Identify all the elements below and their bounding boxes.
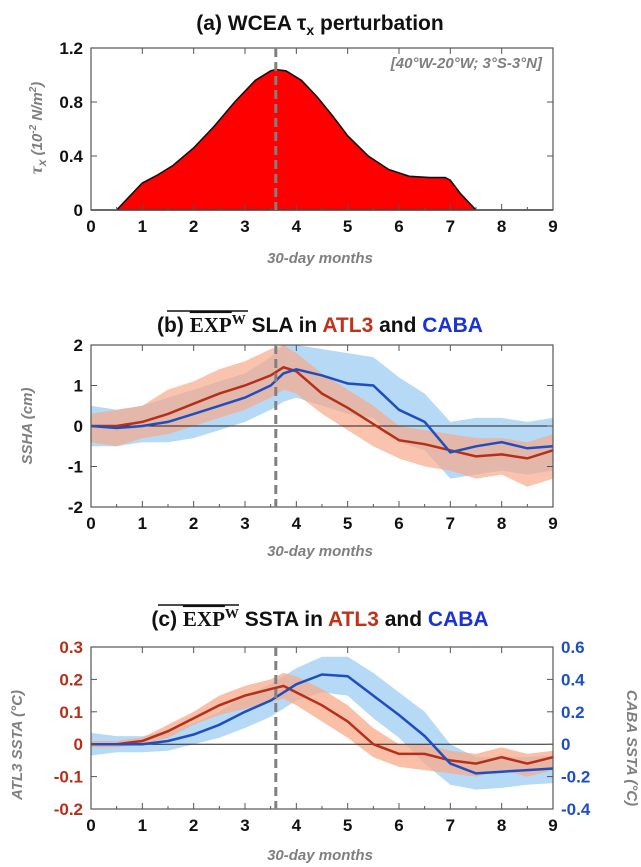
panel-a-ylabel-exp2: 2: [28, 86, 39, 93]
panel-a-ytick-label: 0.4: [59, 147, 83, 166]
panel-b-ytick-label: 1: [74, 377, 83, 396]
panel-b-title-sup: W: [232, 313, 246, 328]
panel-c-plot: 0 1 2 3 4 5 6 7 8 9-0.2-0.100.10.20.3-0.4-0.200.2…: [54, 638, 591, 835]
panel-a-title-main: (a) WCEA τ: [196, 12, 307, 35]
panel-b-atl3-spread-band: [91, 345, 553, 487]
panel-c-title-sup: W: [225, 607, 239, 622]
panel-b-atl3-line: [91, 365, 554, 460]
panel-c-xtick-label: 4: [292, 816, 302, 835]
panel-c-ytick-label-right: -0.4: [561, 800, 591, 819]
panel-a-region-annotation: [40°W-20°W; 3°S-3°N]: [390, 55, 543, 72]
panel-c-xtick-label: 5: [343, 816, 352, 835]
panel-a-xtick-label: 7: [446, 217, 455, 236]
panel-a-xtick-label: 5: [343, 217, 352, 236]
panel-c-xtick-label: 6: [394, 816, 403, 835]
panel-b-caba-line: [90, 368, 554, 454]
panel-c-title-mid: SSTA in: [239, 608, 328, 631]
panel-b-ytick-label: 0: [74, 417, 83, 436]
panel-a-ylabel-exp: -2: [28, 124, 39, 133]
panel-c-atl3-line: [91, 684, 554, 765]
panel-a-xtick-label: 4: [292, 217, 302, 236]
panel-c-xtick-label: 9: [548, 816, 557, 835]
panel-c-xtick-label: 8: [497, 816, 506, 835]
panel-a-xtick-label: 2: [189, 217, 198, 236]
panel-a-ytick-label: 0: [74, 201, 83, 220]
panel-b-title: (b) EXPW SLA in ATL3 and CABA: [157, 313, 483, 337]
panel-c-xtick-label: 7: [446, 816, 455, 835]
panel-c-title-atl3: ATL3: [328, 608, 379, 631]
panel-b: (b) EXPW SLA in ATL3 and CABA 0 1 2 3 4 5 6 7 8 9…: [19, 310, 558, 560]
panel-a-plot: 0 1 2 3 4 5 6 7 8 9 0 0.4 0.8 1.2: [59, 39, 557, 236]
panel-a-ylabel: τx (10-2 N/m2): [26, 82, 49, 175]
panel-c-ytick-label: 0: [74, 735, 83, 754]
panel-b-title-caba: CABA: [422, 314, 483, 337]
panel-c-caba-line: [91, 673, 554, 775]
panel-a-ylabel-close: ): [29, 82, 46, 89]
panel-b-title-mid: SLA in: [246, 314, 323, 337]
panel-c-ytick-label: 0.2: [59, 670, 83, 689]
panel-b-xtick-label: 8: [497, 514, 506, 533]
panel-a-xtick-label: 6: [394, 217, 403, 236]
panel-b-ytick-label: 2: [74, 336, 83, 355]
panel-a-ylabel-sub: x: [35, 158, 49, 167]
panel-a-xtick-label: 8: [497, 217, 506, 236]
panel-b-xtick-label: 7: [446, 514, 455, 533]
panel-a: (a) WCEA τx perturbation 0 1 2 3 4 5 6 7 8 900.40…: [26, 12, 558, 267]
panel-b-title-exp: EXP: [190, 313, 232, 337]
panel-c-ytick-label: -0.2: [54, 800, 83, 819]
panel-c-ytick-label-right: 0.6: [561, 638, 585, 657]
panel-a-xlabel: 30-day months: [267, 250, 373, 267]
panel-c-xtick-label: 3: [240, 816, 249, 835]
panel-a-ytick-label: 1.2: [59, 39, 83, 58]
panel-b-plot: 0 1 2 3 4 5 6 7 8 9 -2 -1 0 1 2: [68, 336, 558, 533]
panel-a-ytick-label: 0.8: [59, 93, 83, 112]
panel-c-ylabel-right: CABA SSTA (°C): [623, 690, 640, 806]
panel-c-ytick-label: 0.3: [59, 638, 83, 657]
panel-c-title-prefix: (c): [151, 608, 183, 631]
panel-b-title-prefix: (b): [157, 314, 190, 337]
panel-c-title-exp: EXP: [183, 607, 225, 631]
panel-a-title: (a) WCEA τx perturbation: [196, 12, 443, 38]
panel-c-title-and: and: [379, 608, 428, 631]
panel-b-xtick-label: 6: [394, 514, 403, 533]
panel-b-xtick-label: 3: [240, 514, 249, 533]
panel-c-ytick-label-right: 0.4: [561, 670, 585, 689]
panel-c-xtick-label: 1: [138, 816, 147, 835]
panel-b-xlabel: 30-day months: [267, 543, 373, 560]
panel-a-ylabel-symbol: τ: [26, 165, 46, 174]
panel-c: (c) EXPW SSTA in ATL3 and CABA 0 1 2 3 4 5 6 7 8…: [9, 604, 640, 864]
panel-a-xtick-label: 9: [548, 217, 557, 236]
panel-c-xtick-label: 0: [86, 816, 95, 835]
panel-b-title-atl3: ATL3: [322, 314, 373, 337]
panel-a-xtick-label: 3: [240, 217, 249, 236]
panel-a-title-sub: x: [306, 22, 314, 38]
panel-a-xtick-label: 1: [138, 217, 147, 236]
panel-b-xtick-label: 9: [548, 514, 557, 533]
panel-c-ylabel-left: ATL3 SSTA (°C): [9, 690, 26, 801]
panel-c-title-caba: CABA: [428, 608, 489, 631]
panel-a-area-series: [91, 68, 553, 211]
panel-b-ylabel: SSHA (cm): [19, 388, 36, 465]
panel-b-xtick-label: 2: [189, 514, 198, 533]
panel-c-ytick-label: -0.1: [54, 768, 83, 787]
panel-c-ytick-label-right: 0.2: [561, 703, 585, 722]
panel-c-title: (c) EXPW SSTA in ATL3 and CABA: [151, 607, 488, 631]
panel-a-xtick-label: 0: [86, 217, 95, 236]
panel-c-ytick-label: 0.1: [59, 703, 83, 722]
panel-a-ylabel-units: (10: [29, 133, 46, 160]
panel-b-ytick-label: -1: [68, 458, 83, 477]
panel-b-ytick-label: -2: [68, 498, 83, 517]
panel-b-xtick-label: 0: [86, 514, 95, 533]
panel-c-ytick-label-right: 0: [561, 735, 570, 754]
panel-c-xlabel: 30-day months: [267, 847, 373, 864]
panel-a-title-rest: perturbation: [314, 12, 444, 35]
panel-c-xtick-label: 2: [189, 816, 198, 835]
panel-b-xtick-label: 1: [138, 514, 147, 533]
panel-c-ytick-label-right: -0.2: [561, 768, 590, 787]
panel-b-title-and: and: [373, 314, 422, 337]
panel-a-ylabel-units2: N/m: [29, 92, 46, 125]
panel-b-xtick-label: 4: [292, 514, 302, 533]
panel-b-xtick-label: 5: [343, 514, 352, 533]
